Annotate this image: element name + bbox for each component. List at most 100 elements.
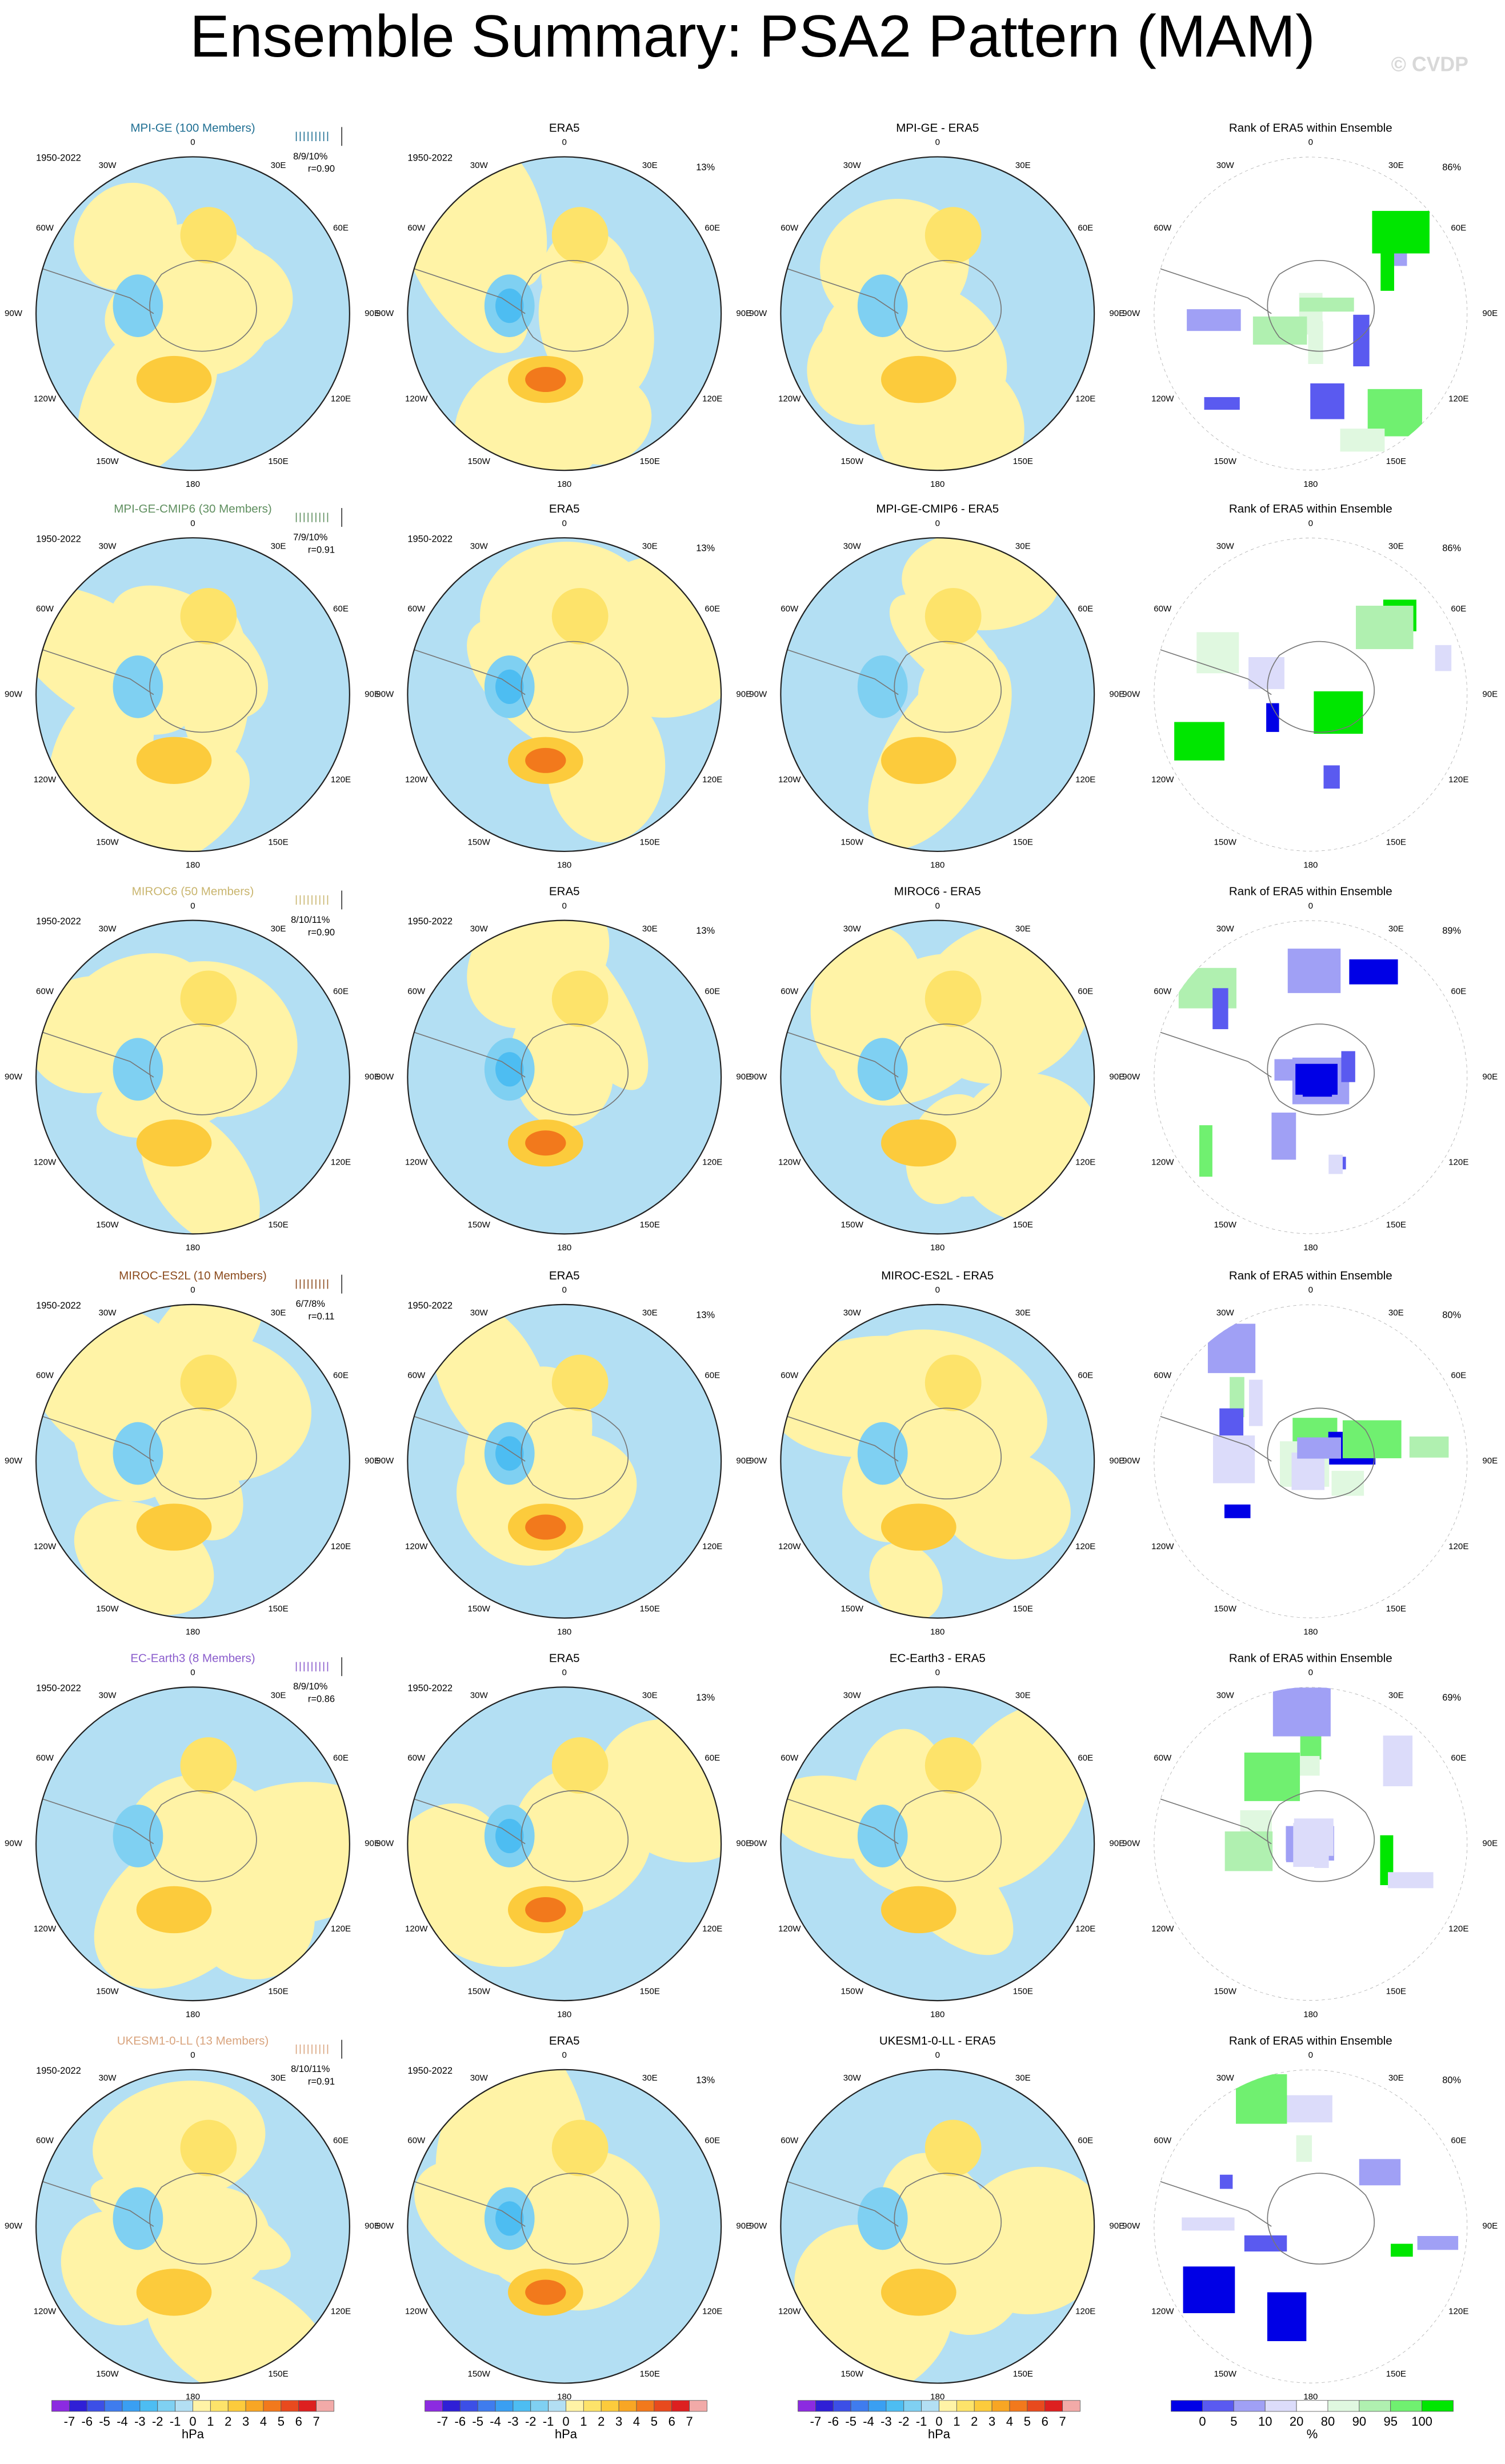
- longitude-label: 60E: [1078, 2136, 1093, 2146]
- longitude-label: 180: [930, 479, 944, 489]
- contour-region: [520, 1421, 583, 1521]
- coastline: [36, 1023, 257, 1115]
- colorbar-box: [425, 2400, 443, 2412]
- contour-region: [780, 1335, 974, 1457]
- rank-region: [1349, 959, 1398, 985]
- longitude-label: 150E: [640, 2369, 660, 2379]
- contour-region: [857, 655, 908, 718]
- rank-region: [1183, 2266, 1235, 2314]
- longitude-label: 30W: [843, 1308, 862, 1318]
- map-panel: [36, 1687, 350, 2001]
- difference-title: UKESM1-0-LL - ERA5: [879, 2034, 996, 2047]
- longitude-label: 0: [190, 2050, 195, 2060]
- longitude-label: 150W: [96, 2369, 119, 2379]
- longitude-label: 120E: [331, 2307, 351, 2317]
- longitude-label: 150E: [268, 1987, 288, 1997]
- longitude-label: 150W: [96, 838, 119, 847]
- model-title: MPI-GE (100 Members): [130, 121, 255, 134]
- rank-region: [1314, 1844, 1329, 1868]
- longitude-label: 150W: [841, 838, 864, 847]
- longitude-label: 0: [935, 1668, 940, 1678]
- longitude-label: 150E: [640, 1220, 660, 1230]
- coastline: [1154, 260, 1375, 352]
- longitude-label: 120W: [405, 2307, 428, 2317]
- contour-region: [880, 355, 956, 403]
- coastline: [780, 1407, 1002, 1499]
- longitude-label: 90W: [749, 1456, 767, 1466]
- longitude-label: 120E: [702, 1158, 722, 1167]
- longitude-label: 0: [190, 518, 195, 528]
- longitude-label: 150W: [468, 2369, 491, 2379]
- longitude-label: 30E: [642, 161, 658, 170]
- longitude-label: 120E: [331, 394, 351, 403]
- rank-region: [1267, 2292, 1307, 2341]
- longitude-label: 120E: [1075, 394, 1095, 403]
- longitude-label: 120E: [1448, 775, 1468, 785]
- era5-title: ERA5: [549, 121, 580, 134]
- longitude-label: 30E: [271, 1308, 286, 1318]
- period: 1950-2022: [36, 917, 81, 927]
- longitude-label: 0: [935, 138, 940, 147]
- figure-title: Ensemble Summary: PSA2 Pattern (MAM): [190, 3, 1315, 70]
- longitude-label: 30W: [470, 542, 489, 551]
- longitude-label: 150E: [1386, 1604, 1406, 1614]
- colorbar-box: [903, 2400, 922, 2412]
- rank-region: [1236, 2074, 1287, 2124]
- rank-title: Rank of ERA5 within Ensemble: [1229, 2034, 1392, 2047]
- difference-title: MIROC6 - ERA5: [894, 885, 981, 898]
- longitude-label: 30E: [642, 924, 658, 934]
- difference-title: MPI-GE-CMIP6 - ERA5: [876, 502, 999, 515]
- longitude-label: 60E: [705, 604, 720, 614]
- colorbar-label: -5: [99, 2414, 110, 2429]
- colorbar-box: [1359, 2400, 1391, 2412]
- longitude-label: 60E: [705, 986, 720, 996]
- contour-region: [125, 1774, 289, 1915]
- colorbar-label: -1: [170, 2414, 181, 2429]
- colorbar-box: [689, 2400, 707, 2412]
- colorbar-label: 95: [1384, 2414, 1398, 2429]
- correlation-label: r=0.90: [308, 164, 335, 174]
- longitude-label: 30W: [1216, 1308, 1235, 1318]
- correlation-label: r=0.11: [309, 1311, 335, 1322]
- difference-title: MPI-GE - ERA5: [896, 121, 979, 134]
- era5-percent: 13%: [696, 1693, 715, 1703]
- longitude-label: 180: [186, 2392, 200, 2402]
- colorbar-box: [601, 2400, 619, 2412]
- longitude-label: 90W: [376, 2221, 394, 2231]
- era5-title: ERA5: [549, 2034, 580, 2047]
- colorbar-label: -7: [810, 2414, 822, 2429]
- longitude-label: 60W: [407, 1753, 426, 1763]
- longitude-label: 30W: [98, 924, 117, 934]
- model-title: UKESM1-0-LL (13 Members): [117, 2034, 269, 2047]
- rank-region: [1187, 309, 1241, 331]
- colorbar-box: [495, 2400, 514, 2412]
- longitude-label: 90E: [365, 1456, 380, 1466]
- coastline: [780, 1023, 1002, 1115]
- colorbar-label: 2: [971, 2414, 978, 2429]
- colorbar-label: -3: [880, 2414, 892, 2429]
- coastline: [780, 260, 1002, 352]
- longitude-label: 60E: [333, 1371, 349, 1381]
- era5-title: ERA5: [549, 1269, 580, 1282]
- correlation-label: r=0.91: [308, 2077, 335, 2087]
- model-title: EC-Earth3 (8 Members): [130, 1651, 255, 1665]
- colorbar-box: [850, 2400, 869, 2412]
- longitude-label: 90W: [5, 690, 23, 699]
- longitude-label: 120W: [778, 1542, 801, 1551]
- map-panel: [780, 157, 1095, 471]
- longitude-label: 90W: [749, 1839, 767, 1849]
- rank-title: Rank of ERA5 within Ensemble: [1229, 885, 1392, 898]
- rank-region: [1272, 1687, 1331, 1737]
- longitude-label: 90W: [376, 1072, 394, 1082]
- rank-region: [1417, 2235, 1459, 2250]
- map-border: [35, 1303, 350, 1619]
- map-border: [780, 1303, 1095, 1619]
- longitude-label: 60E: [1078, 1371, 1093, 1381]
- rank-region: [1323, 765, 1340, 789]
- longitude-label: 180: [557, 479, 571, 489]
- longitude-label: 150E: [640, 457, 660, 466]
- rank-percent: 86%: [1442, 162, 1461, 173]
- longitude-label: 150E: [1386, 1987, 1406, 1997]
- period: 1950-2022: [36, 2066, 81, 2076]
- colorbar-box: [1264, 2400, 1297, 2412]
